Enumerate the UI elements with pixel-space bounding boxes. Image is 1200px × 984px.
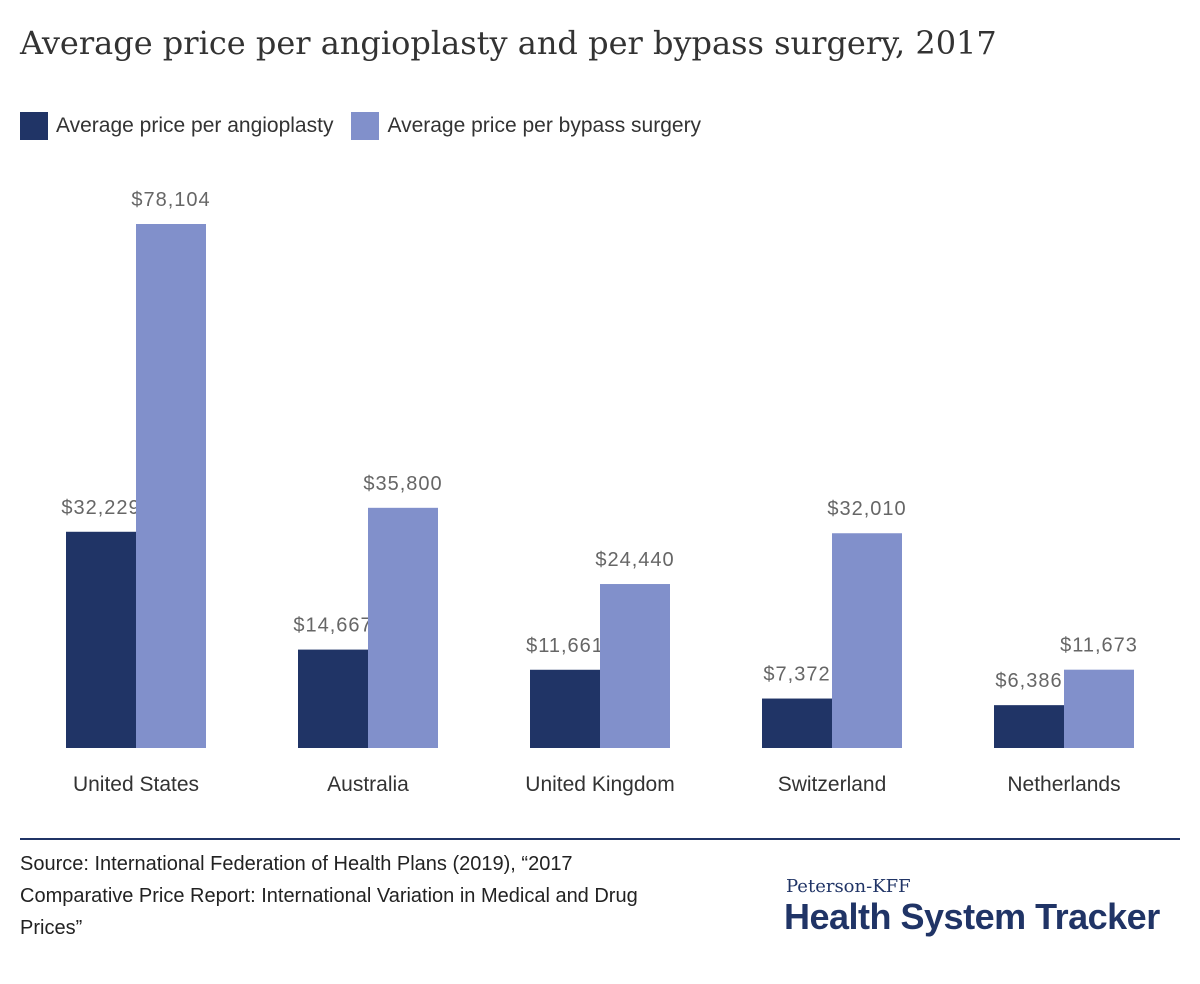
data-label-bypass-1: $35,800 — [363, 473, 442, 495]
x-tick-label-3: Switzerland — [778, 773, 887, 796]
footer-divider — [20, 838, 1180, 840]
data-label-angioplasty-1: $14,667 — [293, 615, 372, 637]
legend-item-bypass: Average price per bypass surgery — [351, 112, 701, 140]
data-label-bypass-0: $78,104 — [131, 189, 210, 211]
logo-peterson-kff: Peterson-KFF — [786, 876, 911, 897]
chart-title: Average price per angioplasty and per by… — [20, 24, 997, 62]
legend: Average price per angioplasty Average pr… — [20, 112, 719, 140]
data-label-bypass-2: $24,440 — [595, 549, 674, 571]
bar-bypass-1 — [368, 507, 438, 748]
x-tick-label-0: United States — [73, 773, 199, 796]
data-label-angioplasty-0: $32,229 — [61, 497, 140, 519]
x-tick-label-4: Netherlands — [1007, 773, 1120, 796]
legend-item-angioplasty: Average price per angioplasty — [20, 112, 333, 140]
bar-angioplasty-2 — [530, 669, 600, 748]
bar-bypass-4 — [1064, 669, 1134, 748]
legend-swatch-angioplasty — [20, 112, 48, 140]
legend-label-angioplasty: Average price per angioplasty — [56, 114, 334, 137]
bar-bypass-2 — [600, 584, 670, 748]
data-label-angioplasty-3: $7,372 — [763, 664, 830, 686]
bar-bypass-0 — [136, 224, 206, 748]
legend-swatch-bypass — [351, 112, 380, 140]
bar-bypass-3 — [832, 533, 902, 748]
logo-health-system-tracker: Health System Tracker — [784, 896, 1160, 937]
data-label-bypass-4: $11,673 — [1060, 635, 1138, 657]
legend-label-bypass: Average price per bypass surgery — [387, 114, 702, 137]
x-tick-label-1: Australia — [327, 773, 409, 796]
data-label-angioplasty-4: $6,386 — [995, 670, 1062, 692]
x-tick-label-2: United Kingdom — [525, 773, 674, 796]
bar-chart: $32,229 $78,104 United States $14,667 $35,80… — [61, 189, 1138, 796]
bar-angioplasty-0 — [66, 531, 136, 748]
bar-angioplasty-1 — [298, 649, 368, 748]
bar-angioplasty-3 — [762, 698, 832, 748]
data-label-bypass-3: $32,010 — [827, 498, 906, 520]
bar-angioplasty-4 — [994, 705, 1064, 748]
source-note: Source: International Federation of Heal… — [20, 853, 638, 939]
data-label-angioplasty-2: $11,661 — [526, 635, 604, 657]
